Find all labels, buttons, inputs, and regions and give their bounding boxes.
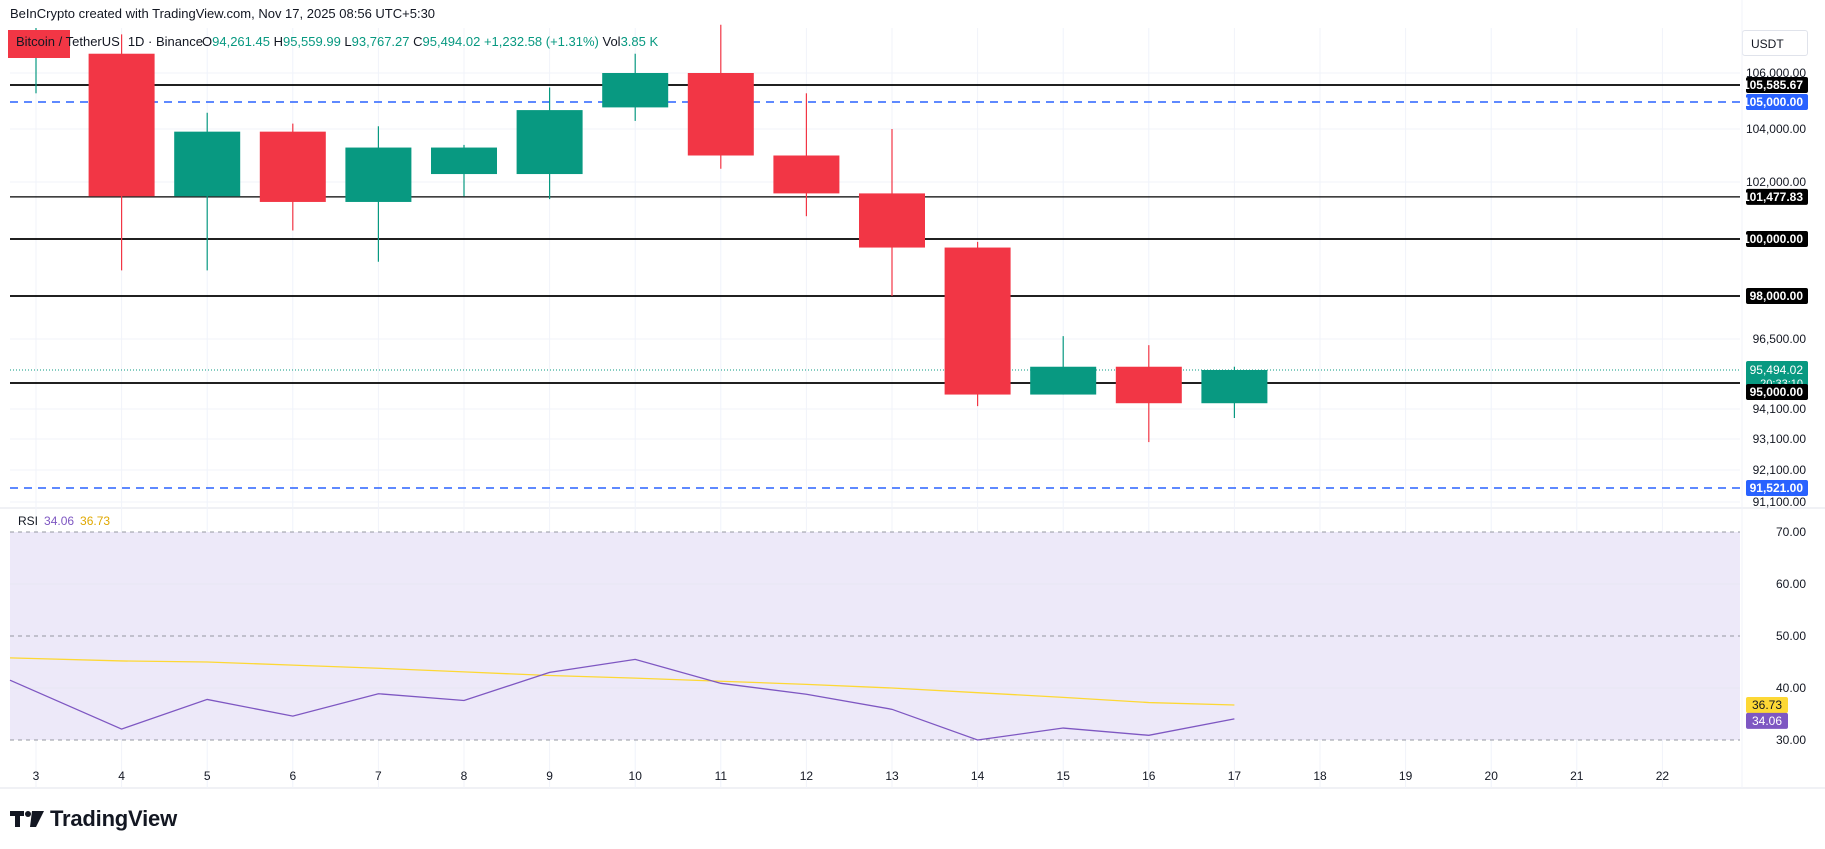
candle-body xyxy=(88,53,155,197)
candles xyxy=(35,24,1268,443)
rsi-legend[interactable]: RSI 34.06 36.73 xyxy=(18,514,110,528)
time-tick-label: 3 xyxy=(33,769,40,783)
svg-text:98,000.00: 98,000.00 xyxy=(1750,289,1804,303)
candle-body xyxy=(174,131,241,197)
candle-body xyxy=(1115,366,1182,404)
candle-16[interactable] xyxy=(1115,345,1182,443)
rsi-tick-label: 30.00 xyxy=(1776,733,1806,747)
time-tick-label: 11 xyxy=(715,769,728,783)
candle-10[interactable] xyxy=(602,53,669,121)
candle-14[interactable] xyxy=(944,241,1011,407)
time-tick-label: 10 xyxy=(629,769,643,783)
candle-7[interactable] xyxy=(345,126,412,262)
symbol-legend: Bitcoin / TetherUS 1D · Binance O94,261.4… xyxy=(8,30,658,58)
candle-body xyxy=(345,147,412,202)
tradingview-logo-icon xyxy=(10,811,44,827)
time-tick-label: 16 xyxy=(1142,769,1156,783)
rsi-line[interactable] xyxy=(9,658,1235,741)
candle-body xyxy=(431,147,497,175)
symbol-name[interactable]: Bitcoin / TetherUS 1D · Binance xyxy=(16,34,203,49)
rsi-tick-label: 60.00 xyxy=(1776,577,1806,591)
level-label-10500000[interactable]: 105,000.00 xyxy=(1743,94,1808,110)
time-tick-label: 5 xyxy=(204,769,211,783)
price-tick-label: 104,000.00 xyxy=(1746,122,1806,136)
price-tick-label: 94,100.00 xyxy=(1753,402,1807,416)
level-label-10558567[interactable]: 105,585.67 xyxy=(1743,77,1808,94)
candle-12[interactable] xyxy=(773,93,840,217)
time-tick-label: 22 xyxy=(1656,769,1670,783)
level-label-9152100[interactable]: 91,521.00 xyxy=(1746,480,1808,496)
price-tick-label: 102,000.00 xyxy=(1746,175,1806,189)
candle-body xyxy=(1201,370,1268,404)
rsi-pane: RSI 34.06 36.73 xyxy=(9,514,1740,741)
svg-text:34.06: 34.06 xyxy=(1752,714,1782,728)
time-axis: 3 4 5 6 7 8 9 10 11 12 13 14 15 16 17 18 19 20 21 22 xyxy=(33,769,1670,783)
rsi-tick-label: 70.00 xyxy=(1776,525,1806,539)
tradingview-logo[interactable]: TradingView xyxy=(10,806,177,832)
price-tick-label: 96,500.00 xyxy=(1753,332,1807,346)
candle-15[interactable] xyxy=(1030,336,1097,395)
time-tick-label: 9 xyxy=(546,769,553,783)
price-tick-label: 91,100.00 xyxy=(1753,495,1807,509)
candle-body xyxy=(259,131,326,202)
svg-text:91,521.00: 91,521.00 xyxy=(1750,481,1804,495)
chart-credit: BeInCrypto created with TradingView.com,… xyxy=(10,6,436,21)
rsi-value-label: 34.06 xyxy=(1746,712,1788,729)
price-tick-label: 93,100.00 xyxy=(1753,432,1807,446)
candle-body xyxy=(602,73,669,108)
price-axis: 106,000.00 104,000.00 102,000.00 96,500.00 9… xyxy=(1743,66,1808,747)
svg-text:36.73: 36.73 xyxy=(1752,698,1782,712)
time-tick-label: 19 xyxy=(1399,769,1413,783)
rsi-ma-value-label: 36.73 xyxy=(1746,697,1788,714)
svg-text:100,000.00: 100,000.00 xyxy=(1743,232,1803,246)
level-label-10000000[interactable]: 100,000.00 xyxy=(1743,231,1808,247)
symbol-highlight xyxy=(8,30,70,58)
svg-text:105,000.00: 105,000.00 xyxy=(1743,95,1803,109)
time-tick-label: 12 xyxy=(800,769,814,783)
candle-6[interactable] xyxy=(259,123,326,231)
time-tick-label: 21 xyxy=(1570,769,1584,783)
candle-body xyxy=(516,110,583,175)
candle-body xyxy=(944,247,1011,395)
time-tick-label: 18 xyxy=(1313,769,1327,783)
candle-body xyxy=(859,193,925,248)
candle-8[interactable] xyxy=(431,144,497,197)
currency-selector[interactable]: USDT xyxy=(1742,30,1808,56)
candle-9[interactable] xyxy=(516,87,583,200)
svg-text:95,000.00: 95,000.00 xyxy=(1750,385,1804,399)
time-tick-label: 7 xyxy=(375,769,382,783)
candle-17[interactable] xyxy=(1201,366,1268,418)
time-tick-label: 8 xyxy=(461,769,468,783)
time-tick-label: 20 xyxy=(1485,769,1499,783)
time-tick-label: 15 xyxy=(1057,769,1071,783)
last-price-value: 95,494.02 xyxy=(1750,363,1804,377)
candle-13[interactable] xyxy=(859,129,925,296)
candle-body xyxy=(1030,366,1097,395)
rsi-ma-line[interactable] xyxy=(9,657,1235,706)
candle-5[interactable] xyxy=(174,112,241,271)
candle-body xyxy=(773,155,840,194)
time-tick-label: 4 xyxy=(118,769,125,783)
svg-text:101,477.83: 101,477.83 xyxy=(1743,190,1803,204)
candle-4[interactable] xyxy=(88,34,155,271)
candle-body xyxy=(687,73,754,156)
level-label-95000-front[interactable]: 95,000.00 xyxy=(1746,384,1808,400)
rsi-tick-label: 50.00 xyxy=(1776,629,1806,643)
time-tick-label: 13 xyxy=(885,769,899,783)
level-label-9800000[interactable]: 98,000.00 xyxy=(1746,288,1808,304)
rsi-tick-label: 40.00 xyxy=(1776,681,1806,695)
time-tick-label: 17 xyxy=(1228,769,1242,783)
tradingview-logo-text: TradingView xyxy=(50,806,177,831)
level-label-10147783[interactable]: 101,477.83 xyxy=(1743,188,1808,205)
price-tick-label: 106,000.00 xyxy=(1746,66,1806,80)
ohlc-legend: O94,261.45 H95,559.99 L93,767.27 C95,494… xyxy=(202,34,658,49)
price-tick-label: 92,100.00 xyxy=(1753,463,1807,477)
svg-text:105,585.67: 105,585.67 xyxy=(1743,78,1803,92)
time-tick-label: 6 xyxy=(289,769,296,783)
time-tick-label: 14 xyxy=(971,769,985,783)
candle-11[interactable] xyxy=(687,24,754,169)
